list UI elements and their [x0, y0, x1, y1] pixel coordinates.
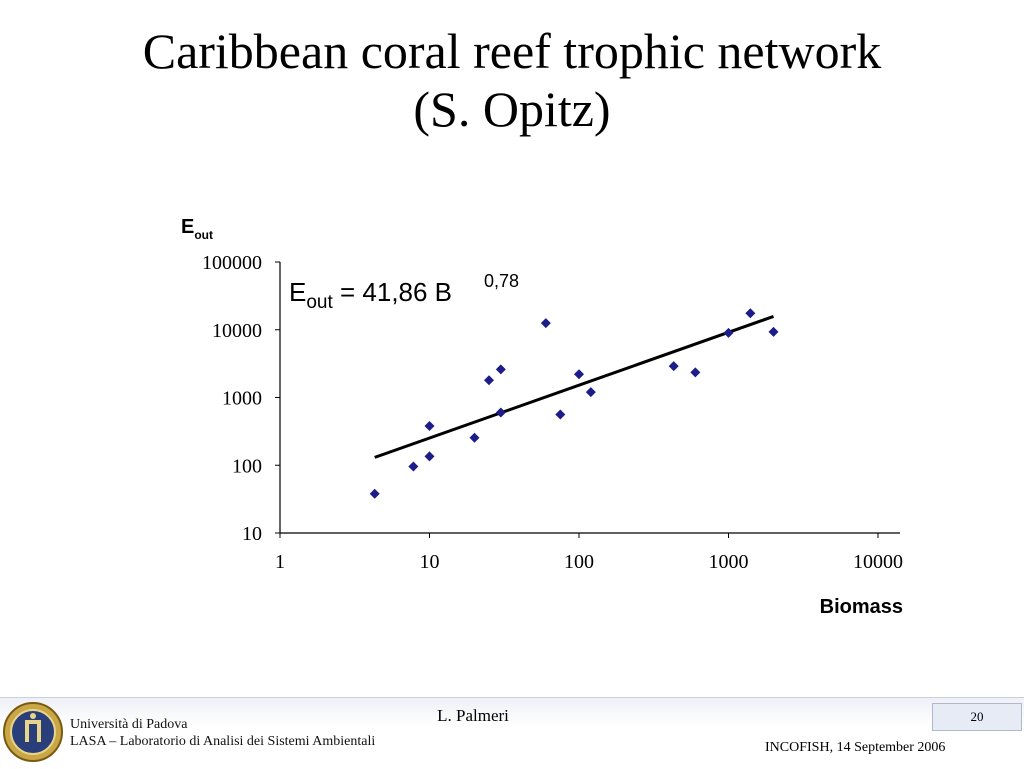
fit-equation: Eout = 41,86 B — [289, 277, 452, 313]
y-tick-label: 10000 — [212, 320, 262, 342]
footer-university: Università di Padova LASA – Laboratorio … — [70, 716, 375, 750]
data-point — [469, 432, 480, 443]
data-point — [574, 369, 584, 380]
data-point — [408, 461, 419, 472]
data-point — [495, 364, 506, 375]
page-number: 20 — [932, 703, 1022, 731]
data-point — [690, 367, 701, 378]
x-tick-label: 10 — [420, 551, 440, 573]
y-tick-label: 100 — [232, 455, 262, 477]
scatter-chart: Eout Biomass Eout = 41,86 B 0,78 10 100 10… — [181, 216, 903, 618]
fit-line — [374, 315, 775, 459]
data-point — [424, 420, 435, 431]
x-axis-label: Biomass — [820, 596, 903, 618]
data-point — [668, 361, 679, 372]
y-axis-label: Eout — [181, 216, 213, 242]
fit-equation-exponent: 0,78 — [484, 271, 519, 291]
slide-title-line1: Caribbean coral reef trophic network — [142, 23, 882, 79]
slide-title: Caribbean coral reef trophic network (S.… — [0, 22, 1024, 138]
x-tick-label: 100 — [564, 551, 594, 573]
data-point — [768, 326, 779, 337]
x-tick-label: 10000 — [853, 551, 903, 573]
data-point — [495, 407, 506, 418]
footer-university-name: Università di Padova — [70, 717, 188, 732]
x-tick-label: 1000 — [709, 551, 749, 573]
data-point — [555, 409, 566, 420]
data-point — [369, 488, 380, 499]
data-point — [424, 451, 435, 462]
data-point — [540, 318, 551, 329]
slide-title-line2: (S. Opitz) — [413, 81, 611, 137]
y-tick-label: 100000 — [202, 252, 262, 274]
data-point — [585, 387, 596, 398]
y-tick-label: 1000 — [222, 388, 262, 410]
footer-author: L. Palmeri — [437, 706, 509, 725]
data-point — [745, 308, 756, 319]
x-tick-label: 1 — [275, 551, 285, 573]
footer-lab-name: LASA – Laboratorio di Analisi dei Sistem… — [70, 734, 376, 749]
footer-bar — [0, 697, 1024, 769]
data-point — [483, 375, 494, 386]
footer-event: INCOFISH, 14 September 2006 — [765, 740, 946, 755]
university-seal-icon — [3, 702, 63, 762]
y-tick-label: 10 — [242, 523, 262, 545]
data-point — [723, 327, 734, 338]
